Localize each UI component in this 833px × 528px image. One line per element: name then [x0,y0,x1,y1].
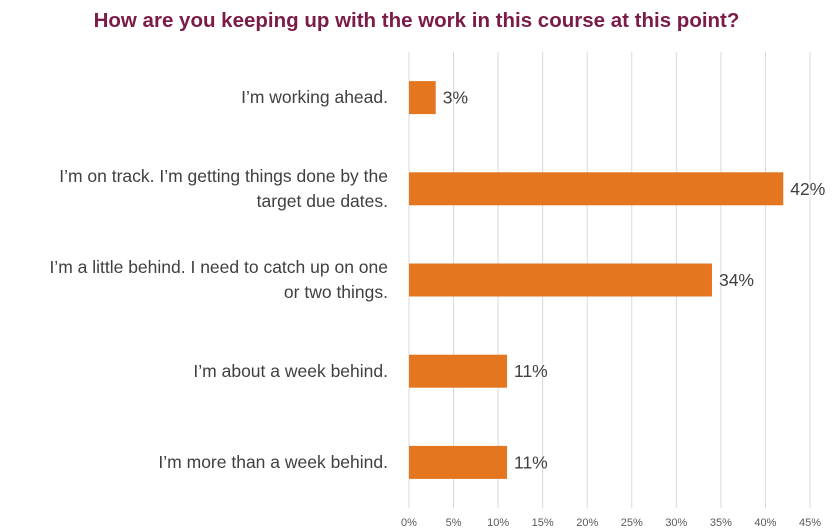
category-label: I’m about a week behind. [0,359,388,384]
chart-title: How are you keeping up with the work in … [93,9,740,32]
x-tick-label: 10% [487,517,509,528]
data-label: 3% [443,88,468,108]
category-label-line: I’m a little behind. I need to catch up … [49,257,388,277]
bar [409,263,712,297]
category-label-line: I’m about a week behind. [193,360,388,381]
x-tick-label: 30% [665,517,687,528]
data-label: 42% [790,179,825,199]
bar [409,81,436,115]
category-label: I’m on track. I’m getting things done by… [0,164,388,214]
category-label-line: I’m on track. I’m getting things done by… [59,165,388,186]
x-tick-label: 20% [576,517,598,528]
category-label-line: I’m more than a week behind. [158,451,388,472]
bar [409,445,508,479]
bar [409,172,784,206]
data-label: 34% [719,270,754,290]
x-tick-label: 25% [621,517,643,528]
category-label: I’m more than a week behind. [0,450,388,475]
x-tick-label: 5% [446,517,462,528]
category-label-line: or two things. [283,282,388,302]
x-tick-label: 45% [799,517,821,528]
category-label-line: target due dates. [256,190,388,211]
category-label-line: I’m working ahead. [241,87,388,108]
x-tick-label: 35% [710,517,732,528]
data-label: 11% [514,361,548,381]
x-tick-label: 0% [401,517,417,528]
category-label: I’m working ahead. [0,85,388,110]
x-tick-label: 40% [754,517,776,528]
bar [409,354,508,388]
category-label: I’m a little behind. I need to catch up … [0,255,388,305]
x-tick-label: 15% [532,517,554,528]
data-label: 11% [514,452,548,472]
